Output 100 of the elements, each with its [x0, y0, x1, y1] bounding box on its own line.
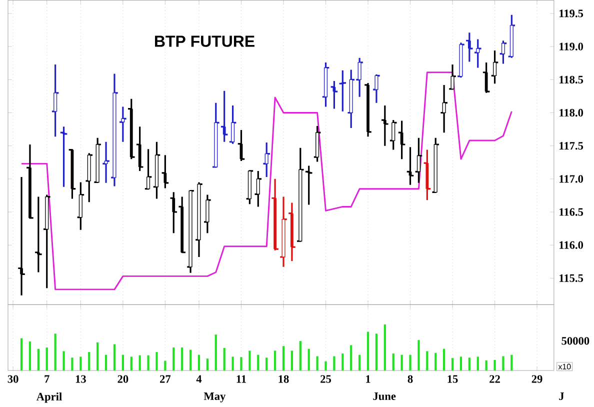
candlestick: [482, 62, 490, 94]
bar: [375, 334, 378, 370]
x-tick-label: 15: [448, 375, 458, 383]
text: May: [204, 392, 226, 402]
candlestick: [127, 98, 136, 160]
bar: [232, 356, 234, 370]
bar: [409, 354, 412, 370]
bar: [37, 348, 40, 370]
candlestick: [186, 189, 195, 274]
bar: [156, 352, 158, 370]
bar: [198, 354, 200, 370]
y-tick-label: 118.5: [560, 76, 584, 84]
bar: [172, 347, 175, 370]
candlestick: [84, 152, 94, 203]
text: April: [36, 392, 62, 403]
bar: [206, 358, 208, 370]
bar: [130, 356, 132, 370]
y-tick-label: 117.5: [560, 142, 584, 150]
bar: [400, 354, 403, 370]
candlestick: [398, 120, 406, 160]
bar: [333, 356, 336, 370]
candlestick: [17, 176, 26, 296]
candlestick: [440, 84, 448, 134]
candlestick: [507, 14, 516, 59]
x-tick-label: 22: [490, 375, 500, 383]
candlestick: [178, 196, 186, 254]
candlestick: [338, 69, 347, 112]
bar: [88, 352, 90, 370]
candlestick: [499, 40, 508, 64]
text: BTP FUTURE: [155, 36, 254, 47]
bar: [350, 345, 352, 370]
bar: [418, 340, 420, 370]
candlestick: [262, 142, 271, 178]
candlestick: [313, 125, 322, 162]
bar: [71, 358, 74, 370]
candlestick: [118, 106, 128, 143]
bar: [392, 353, 394, 370]
bar: [434, 352, 437, 370]
bar: [282, 346, 285, 370]
bar: [147, 355, 150, 370]
x-tick-label: 18: [278, 375, 289, 383]
bar: [384, 324, 386, 370]
candlestick: [288, 202, 296, 262]
bar: [189, 350, 192, 370]
candlestick: [279, 196, 288, 268]
bar: [240, 357, 242, 370]
bar: [54, 334, 56, 370]
bar: [274, 350, 276, 370]
candlestick: [169, 191, 178, 234]
candlestick: [51, 64, 60, 138]
bar: [20, 338, 23, 370]
bar: [214, 334, 217, 370]
y-tick-label: 116.5: [560, 208, 584, 216]
bar: [104, 354, 108, 370]
y-tick-label: 115.5: [560, 274, 584, 282]
candlestick: [152, 140, 161, 200]
bar: [476, 356, 479, 370]
candlestick: [270, 178, 280, 252]
candlestick: [76, 181, 85, 231]
bar: [290, 350, 293, 370]
candlestick: [414, 136, 423, 184]
candlestick: [406, 146, 414, 186]
candlestick: [364, 82, 372, 138]
bar: [138, 355, 141, 370]
bar: [316, 356, 318, 370]
bar: [426, 351, 428, 370]
x-tick-label: 7: [44, 375, 50, 383]
candlestick: [34, 196, 43, 273]
candlestick: [490, 50, 499, 84]
candlestick: [330, 80, 338, 110]
candlestick: [296, 146, 305, 242]
bar: [308, 348, 310, 370]
candlestick: [194, 181, 204, 258]
candlestick: [372, 73, 381, 104]
y-tick-label: 119.0: [560, 42, 584, 50]
candlestick: [102, 140, 110, 184]
x-tick-label: 1: [366, 375, 370, 383]
candlestick: [136, 126, 144, 172]
candlestick: [422, 148, 432, 201]
candlestick: [228, 104, 237, 145]
candlestick: [161, 154, 170, 189]
candlestick: [304, 164, 314, 206]
x-tick-label: 29: [532, 375, 542, 383]
x-tick-label: 27: [160, 375, 171, 383]
bar: [223, 348, 226, 370]
bar: [510, 354, 513, 370]
bar: [358, 354, 361, 370]
bar: [164, 360, 166, 370]
x-tick-label: 4: [196, 375, 202, 383]
bar: [113, 344, 116, 370]
candlestick: [465, 32, 474, 62]
bar: [181, 347, 184, 370]
bar: [324, 361, 327, 370]
bar: [468, 358, 470, 370]
candlestick: [389, 119, 398, 150]
x-tick-label: 8: [408, 375, 413, 383]
bar: [485, 360, 488, 370]
x-tick-label: 30: [8, 375, 18, 383]
bar: [46, 347, 48, 370]
candlestick: [448, 64, 457, 90]
